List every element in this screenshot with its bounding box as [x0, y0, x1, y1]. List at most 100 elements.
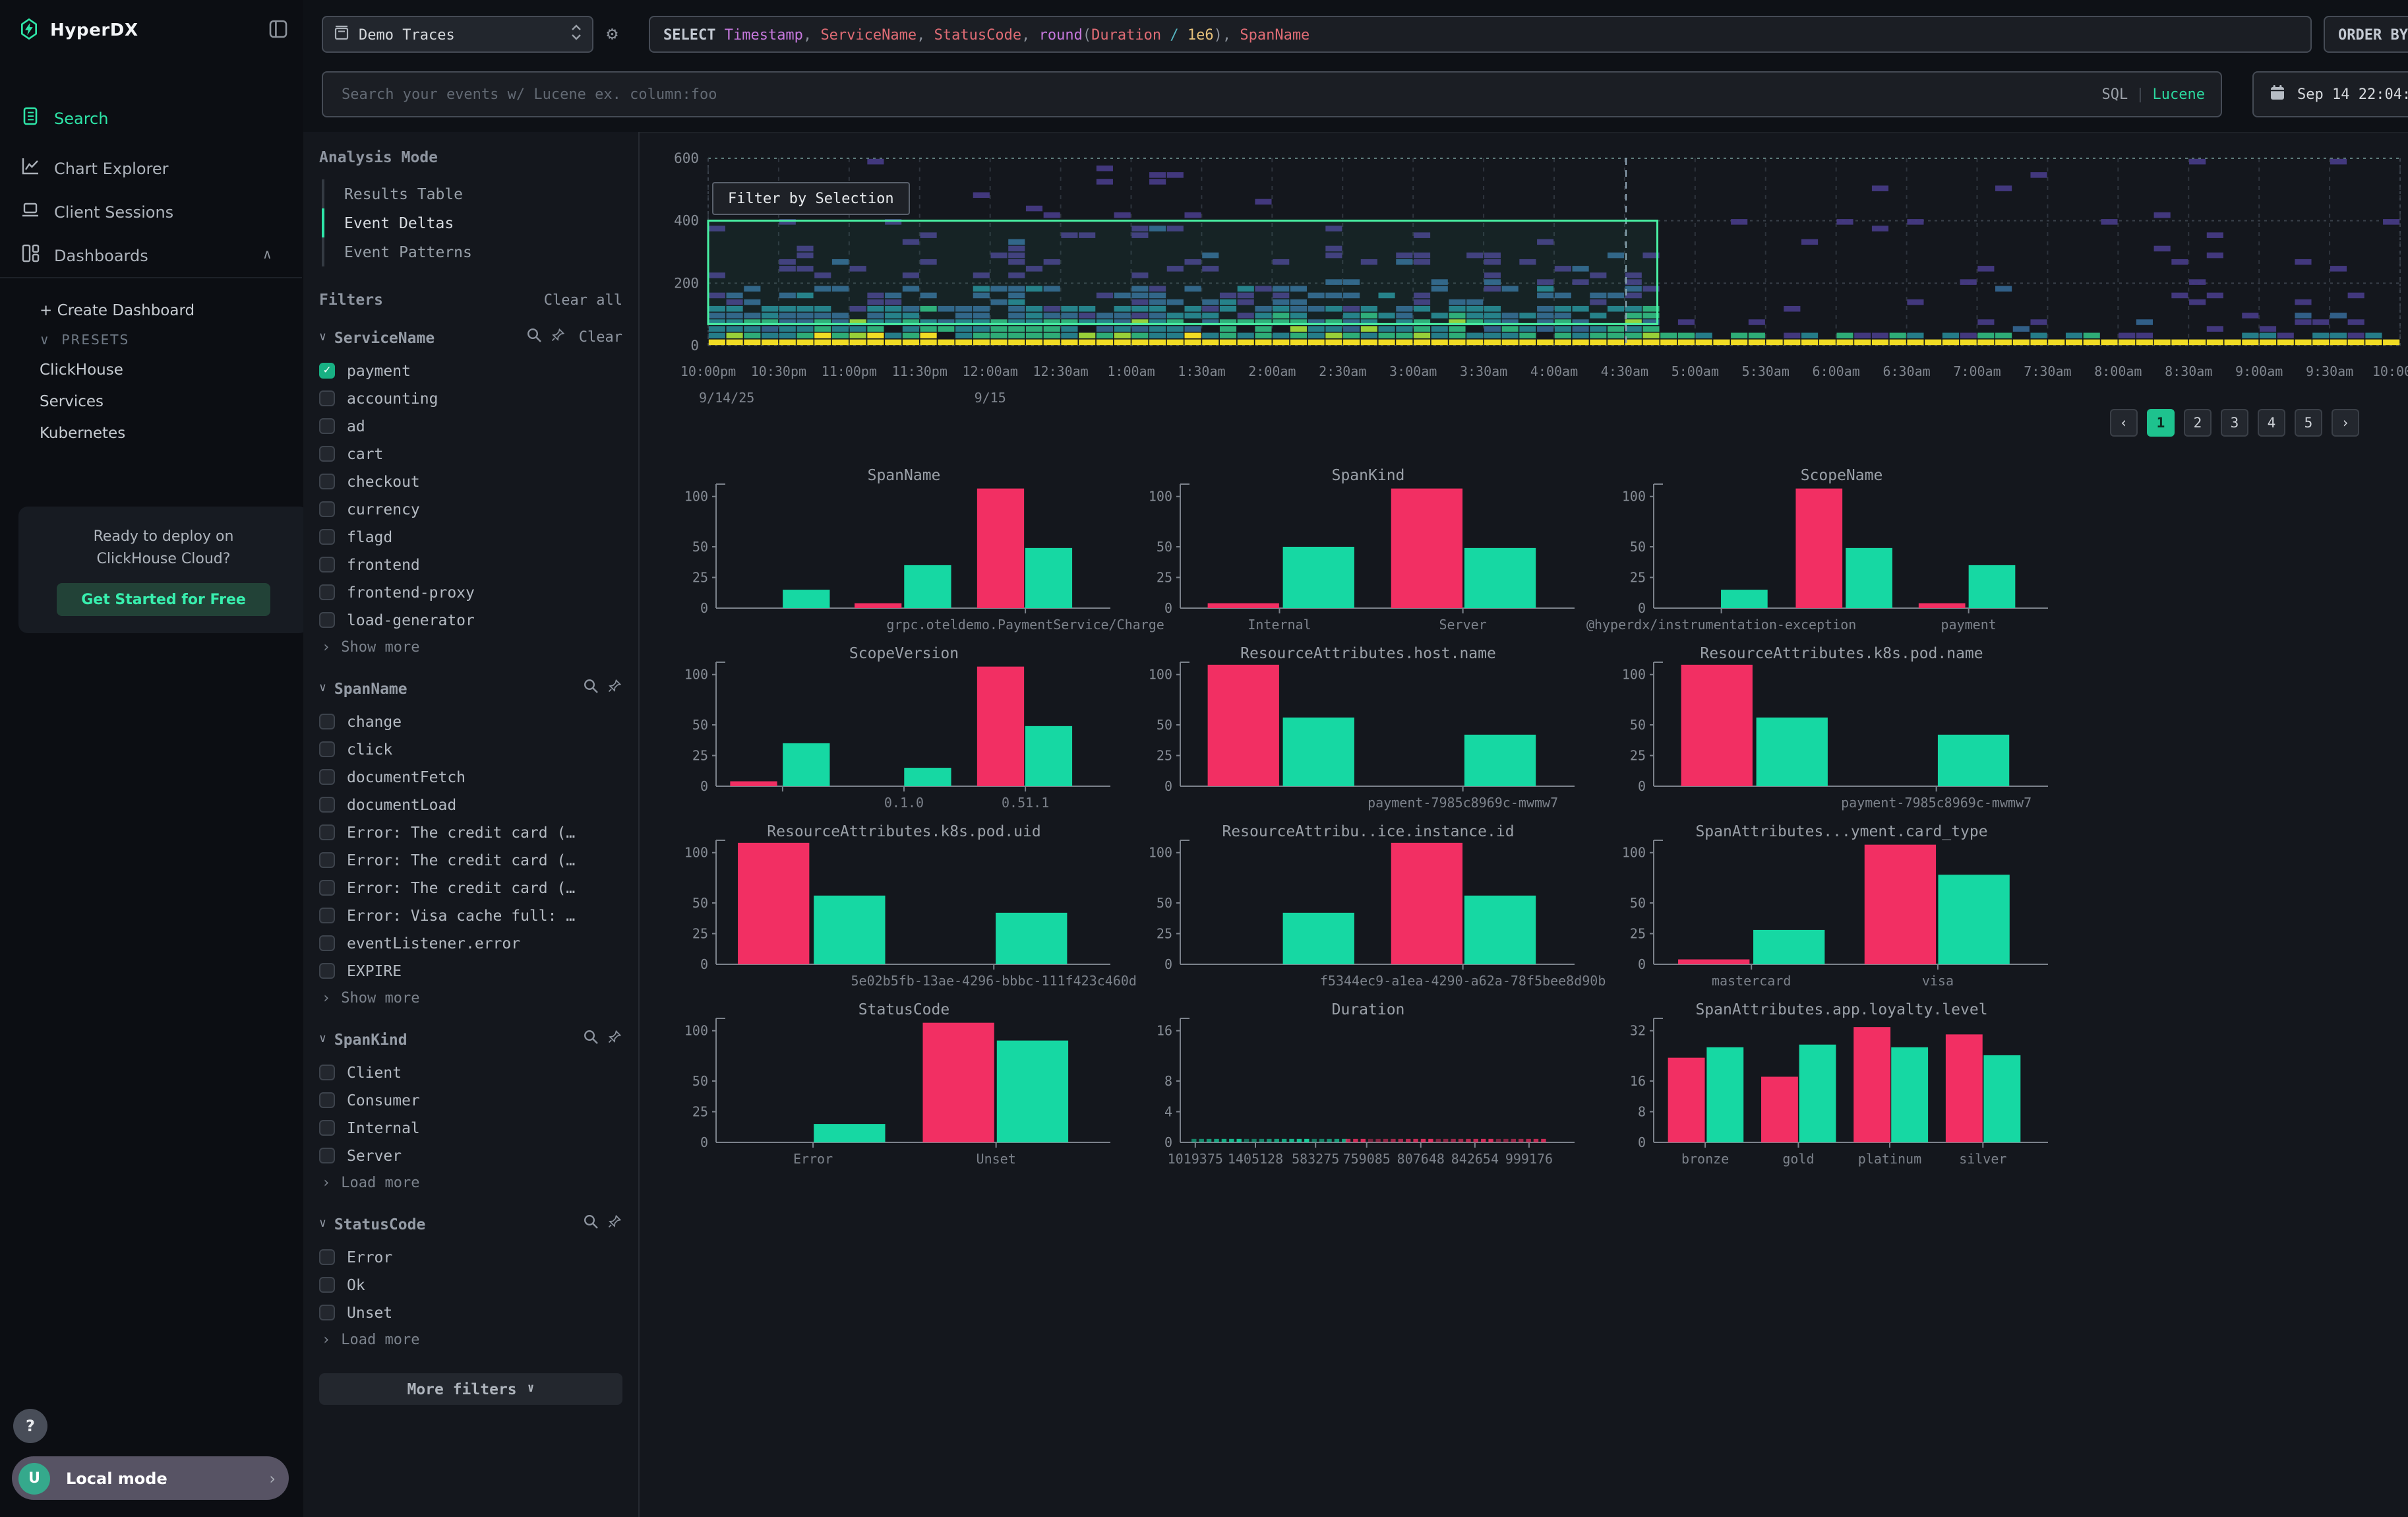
pin-icon[interactable] [607, 1029, 622, 1049]
filter-option-SpanName[interactable]: documentLoad [319, 790, 625, 818]
filter-option-SpanKind[interactable]: Consumer [319, 1086, 625, 1113]
filter-option-ServiceName[interactable]: ✓ payment [319, 356, 625, 384]
checkbox[interactable] [319, 1249, 335, 1264]
sidebar-item-chart-explorer[interactable]: Chart Explorer [21, 157, 169, 179]
filter-option-SpanName[interactable]: change [319, 707, 625, 735]
filter-option-SpanName[interactable]: click [319, 735, 625, 762]
filter-option-SpanName[interactable]: EXPIRE [319, 956, 625, 984]
checkbox[interactable] [319, 796, 335, 812]
checkbox[interactable] [319, 473, 335, 489]
pin-icon[interactable] [607, 1214, 622, 1233]
checkbox[interactable] [319, 768, 335, 784]
checkbox[interactable] [319, 418, 335, 433]
filter-option-ServiceName[interactable]: checkout [319, 467, 625, 495]
page-next-button[interactable]: › [2332, 409, 2359, 437]
filter-option-SpanName[interactable]: Error: The credit card (… [319, 846, 625, 873]
sql-select-editor[interactable]: SELECT Timestamp, ServiceName, StatusCod… [649, 16, 2312, 53]
order-by-editor[interactable]: ORDER BY Timestamp DESC [2324, 16, 2408, 53]
filter-by-selection-button[interactable]: Filter by Selection [712, 182, 910, 215]
checkbox[interactable] [319, 824, 335, 840]
filter-option-SpanKind[interactable]: Internal [319, 1113, 625, 1141]
page-prev-button[interactable]: ‹ [2110, 409, 2138, 437]
analysis-mode-event-patterns[interactable]: Event Patterns [344, 243, 472, 261]
checkbox[interactable] [319, 879, 335, 895]
checkbox[interactable] [319, 1304, 335, 1320]
sidebar-item-dashboards[interactable]: Dashboards ∧ [21, 244, 272, 266]
search-icon[interactable] [583, 1029, 599, 1049]
filter-group-more-ServiceName[interactable]: › Show more [322, 638, 420, 655]
checkbox[interactable] [319, 1119, 335, 1135]
date-range-picker[interactable]: Sep 14 22:04:35 - Sep 15 10:04:35 [2252, 71, 2408, 117]
filter-option-ServiceName[interactable]: load-generator [319, 605, 625, 633]
preset-services[interactable]: Services [40, 392, 104, 410]
analysis-mode-event-deltas[interactable]: Event Deltas [322, 208, 625, 237]
more-filters-button[interactable]: More filters ∨ [319, 1373, 622, 1405]
chevron-up-icon[interactable]: ∧ [262, 248, 272, 263]
checkbox[interactable] [319, 390, 335, 406]
search-input[interactable] [339, 84, 2092, 104]
checkbox[interactable] [319, 935, 335, 950]
filter-option-SpanName[interactable]: Error: The credit card (… [319, 873, 625, 901]
checkbox[interactable] [319, 445, 335, 461]
checkbox[interactable] [319, 611, 335, 627]
filter-option-ServiceName[interactable]: frontend-proxy [319, 578, 625, 605]
checkbox[interactable] [319, 528, 335, 544]
checkbox[interactable] [319, 962, 335, 978]
checkbox[interactable] [319, 584, 335, 600]
analysis-mode-results-table[interactable]: Results Table [344, 185, 464, 203]
sidebar-item-search[interactable]: Search [21, 107, 108, 129]
checkbox[interactable]: ✓ [319, 362, 335, 378]
get-started-button[interactable]: Get Started for Free [57, 583, 270, 617]
filter-group-header-SpanName[interactable]: ∨ SpanName [319, 678, 622, 698]
filter-group-header-StatusCode[interactable]: ∨ StatusCode [319, 1214, 622, 1233]
filter-option-SpanName[interactable]: Error: The credit card (… [319, 818, 625, 846]
checkbox[interactable] [319, 713, 335, 729]
filter-option-SpanName[interactable]: Error: Visa cache full: … [319, 901, 625, 929]
sidebar-item-client-sessions[interactable]: Client Sessions [21, 201, 173, 223]
filter-option-StatusCode[interactable]: Error [319, 1243, 625, 1270]
language-toggle[interactable]: SQL | Lucene [2101, 86, 2206, 103]
filter-option-StatusCode[interactable]: Unset [319, 1298, 625, 1326]
filter-group-more-SpanKind[interactable]: › Load more [322, 1173, 420, 1191]
checkbox[interactable] [319, 1147, 335, 1163]
clear-group-button[interactable]: Clear [578, 328, 622, 346]
checkbox[interactable] [319, 851, 335, 867]
filter-option-ServiceName[interactable]: currency [319, 495, 625, 522]
filter-option-SpanName[interactable]: documentFetch [319, 762, 625, 790]
sidebar-collapse-icon[interactable] [269, 20, 287, 42]
filter-group-header-ServiceName[interactable]: ∨ ServiceName Clear [319, 327, 622, 347]
filter-option-SpanKind[interactable]: Client [319, 1058, 625, 1086]
page-button-1[interactable]: 1 [2147, 409, 2175, 437]
page-button-4[interactable]: 4 [2258, 409, 2285, 437]
checkbox[interactable] [319, 501, 335, 516]
filter-option-StatusCode[interactable]: Ok [319, 1270, 625, 1298]
checkbox[interactable] [319, 1064, 335, 1080]
filter-option-ServiceName[interactable]: flagd [319, 522, 625, 550]
page-button-5[interactable]: 5 [2295, 409, 2322, 437]
page-button-2[interactable]: 2 [2184, 409, 2212, 437]
gear-icon[interactable]: ⚙ [607, 24, 618, 45]
clear-all-button[interactable]: Clear all [543, 291, 622, 308]
filter-option-ServiceName[interactable]: accounting [319, 384, 625, 412]
checkbox[interactable] [319, 741, 335, 757]
events-heatmap[interactable]: 600 400 200 0 10:00pm 10:30pm 11:00pm 11:30pm 12… [659, 148, 2408, 419]
checkbox[interactable] [319, 907, 335, 923]
checkbox[interactable] [319, 1092, 335, 1107]
lucene-toggle[interactable]: Lucene [2152, 86, 2206, 103]
filter-option-ServiceName[interactable]: frontend [319, 550, 625, 578]
preset-clickhouse[interactable]: ClickHouse [40, 360, 123, 379]
sql-toggle[interactable]: SQL [2101, 86, 2128, 103]
filter-group-more-StatusCode[interactable]: › Load more [322, 1330, 420, 1347]
create-dashboard-button[interactable]: + Create Dashboard [40, 301, 195, 319]
filter-group-more-SpanName[interactable]: › Show more [322, 989, 420, 1006]
pin-icon[interactable] [607, 678, 622, 698]
filter-option-ServiceName[interactable]: ad [319, 412, 625, 439]
checkbox[interactable] [319, 1276, 335, 1292]
filter-option-SpanName[interactable]: eventListener.error [319, 929, 625, 956]
filter-option-ServiceName[interactable]: cart [319, 439, 625, 467]
presets-header[interactable]: ∨ PRESETS [40, 334, 130, 348]
search-icon[interactable] [526, 327, 542, 347]
page-button-3[interactable]: 3 [2221, 409, 2248, 437]
search-icon[interactable] [583, 1214, 599, 1233]
search-icon[interactable] [583, 678, 599, 698]
